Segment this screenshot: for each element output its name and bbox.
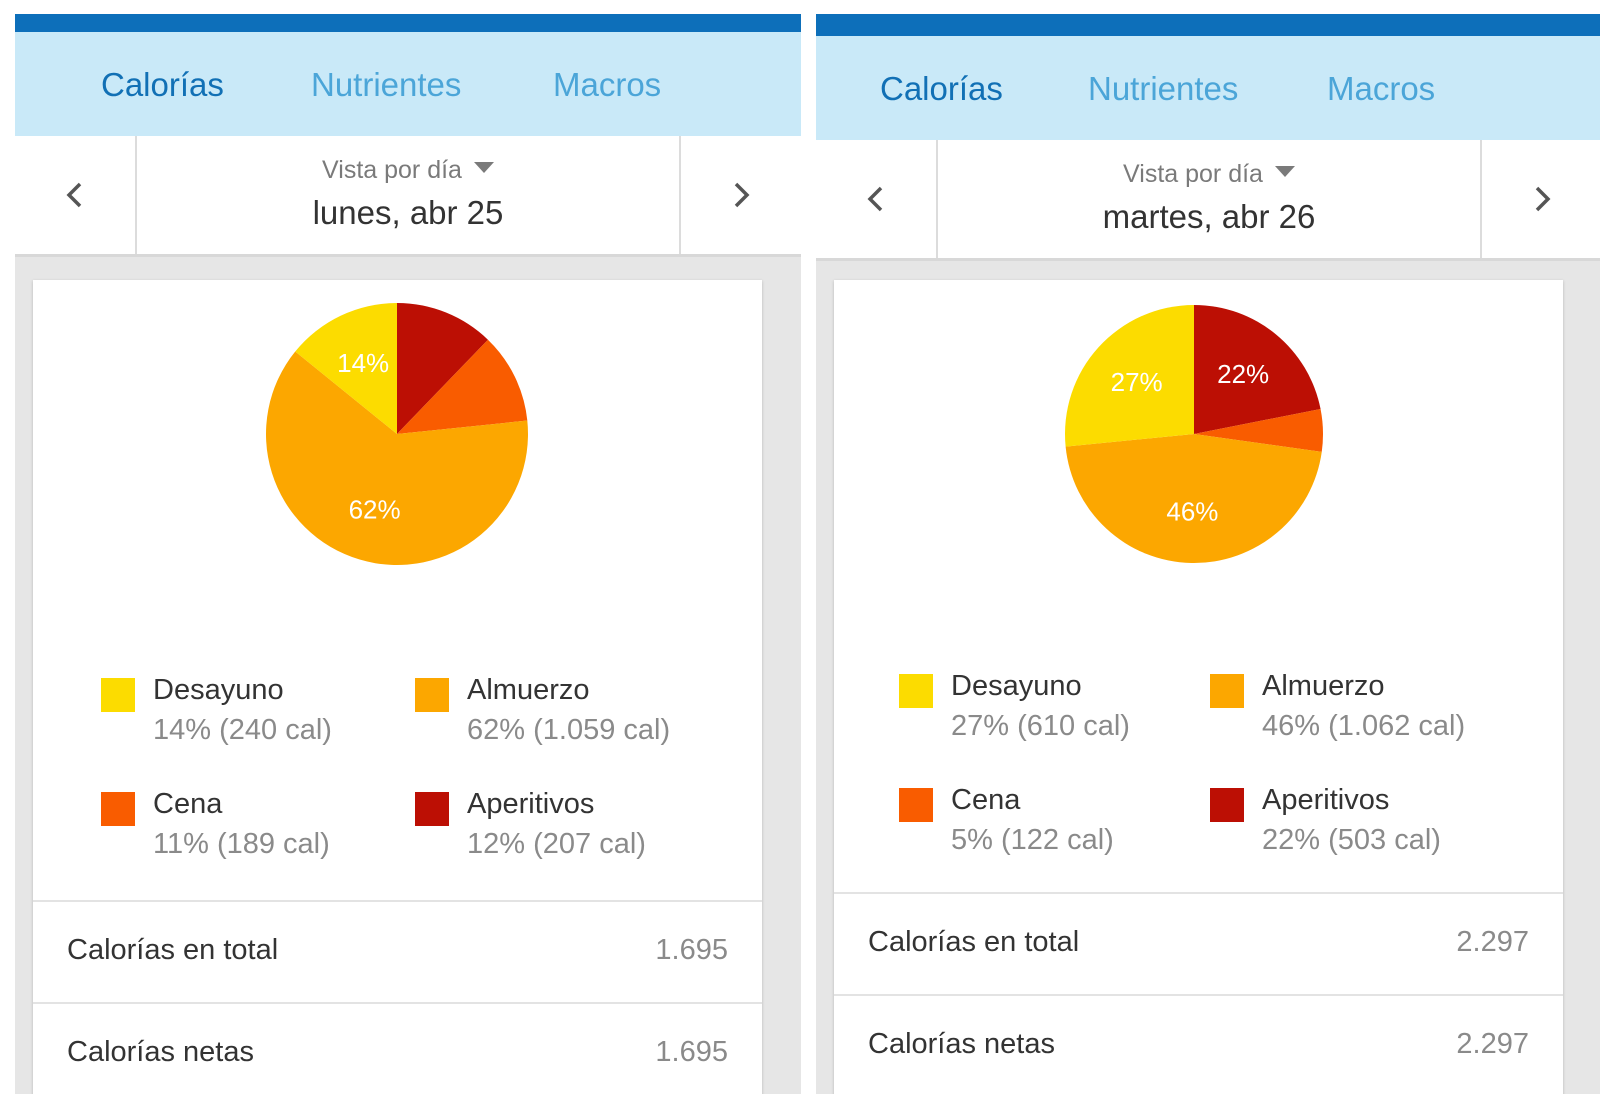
legend-swatch xyxy=(415,792,449,826)
legend-swatch xyxy=(899,788,933,822)
total-calories-value: 1.695 xyxy=(655,934,728,966)
current-date: martes, abr 26 xyxy=(1102,198,1316,235)
view-mode-label: Vista por día xyxy=(322,156,462,184)
tab-calorias[interactable]: Calorías xyxy=(880,70,1003,107)
view-mode-dropdown[interactable]: Vista por día xyxy=(137,156,679,185)
total-calories-row[interactable]: Calorías en total 2.297 xyxy=(834,892,1563,994)
pie-label-desayuno: 14% xyxy=(337,348,389,378)
legend-value: 62% (1.059 cal) xyxy=(467,714,671,746)
app-top-bar xyxy=(15,14,801,32)
legend-value: 12% (207 cal) xyxy=(467,828,646,860)
legend-value: 11% (189 cal) xyxy=(153,828,330,860)
date-navigator: Vista por día martes, abr 26 xyxy=(816,140,1600,261)
next-day-button[interactable] xyxy=(679,136,801,254)
view-mode-dropdown[interactable]: Vista por día xyxy=(938,160,1480,189)
panel-day-1: Calorías Nutrientes Macros Vista por día… xyxy=(15,14,801,1094)
net-calories-row[interactable]: Calorías netas 1.695 xyxy=(33,1002,762,1094)
legend-value: 22% (503 cal) xyxy=(1262,824,1441,856)
pie-label-desayuno: 27% xyxy=(1111,367,1163,397)
net-calories-value: 1.695 xyxy=(655,1036,728,1068)
legend-swatch xyxy=(415,678,449,712)
tab-bar: Calorías Nutrientes Macros xyxy=(15,32,801,136)
legend-name: Desayuno xyxy=(153,674,284,706)
view-mode-label: Vista por día xyxy=(1123,160,1263,188)
pie-slice-aperitivos xyxy=(1194,305,1321,434)
next-day-button[interactable] xyxy=(1480,140,1600,258)
legend-swatch xyxy=(101,792,135,826)
pie-slice-desayuno xyxy=(295,303,397,434)
legend-swatch xyxy=(101,678,135,712)
net-calories-row[interactable]: Calorías netas 2.297 xyxy=(834,994,1563,1094)
pie-slice-cena xyxy=(1194,409,1323,452)
pie-label-almuerzo: 62% xyxy=(349,494,401,524)
legend-swatch xyxy=(1210,674,1244,708)
app-top-bar xyxy=(816,14,1600,36)
tab-nutrientes[interactable]: Nutrientes xyxy=(311,66,462,103)
legend-value: 46% (1.062 cal) xyxy=(1262,710,1466,742)
legend-value: 5% (122 cal) xyxy=(951,824,1114,856)
net-calories-label: Calorías netas xyxy=(868,1028,1055,1060)
chevron-left-icon xyxy=(867,186,883,212)
pie-slice-aperitivos xyxy=(397,303,488,434)
total-calories-row[interactable]: Calorías en total 1.695 xyxy=(33,900,762,1002)
net-calories-value: 2.297 xyxy=(1456,1028,1529,1060)
current-date: lunes, abr 25 xyxy=(312,194,504,231)
legend-name: Cena xyxy=(951,784,1021,816)
pie-label-aperitivos: 22% xyxy=(1217,359,1269,389)
pie-slice-almuerzo xyxy=(266,351,528,565)
legend-swatch xyxy=(899,674,933,708)
tab-calorias[interactable]: Calorías xyxy=(101,66,224,103)
legend-name: Desayuno xyxy=(951,670,1082,702)
previous-day-button[interactable] xyxy=(816,140,938,258)
pie-label-almuerzo: 46% xyxy=(1166,496,1218,526)
tab-macros[interactable]: Macros xyxy=(1327,70,1436,107)
legend-name: Almuerzo xyxy=(467,674,590,706)
caret-down-icon xyxy=(1274,165,1295,177)
date-navigator: Vista por día lunes, abr 25 xyxy=(15,136,801,257)
date-selector[interactable]: Vista por día martes, abr 26 xyxy=(938,140,1480,258)
legend-value: 14% (240 cal) xyxy=(153,714,332,746)
tab-macros[interactable]: Macros xyxy=(553,66,662,103)
date-selector[interactable]: Vista por día lunes, abr 25 xyxy=(137,136,679,254)
legend-swatch xyxy=(1210,788,1244,822)
pie-slice-desayuno xyxy=(1065,305,1194,447)
chevron-left-icon xyxy=(66,182,82,208)
pie-slice-cena xyxy=(397,339,528,434)
legend-name: Aperitivos xyxy=(1262,784,1390,816)
legend-value: 27% (610 cal) xyxy=(951,710,1130,742)
tab-bar: Calorías Nutrientes Macros xyxy=(816,36,1600,140)
calorie-summary-card: 62% 14% Desayuno 14% (240 cal) Almuerzo 6… xyxy=(33,280,762,1094)
calorie-pie-chart: 62% 14% xyxy=(266,303,528,565)
total-calories-label: Calorías en total xyxy=(67,934,279,966)
total-calories-label: Calorías en total xyxy=(868,926,1080,958)
panel-day-2: Calorías Nutrientes Macros Vista por día… xyxy=(816,14,1600,1094)
chevron-right-icon xyxy=(734,182,750,208)
legend-name: Almuerzo xyxy=(1262,670,1385,702)
caret-down-icon xyxy=(473,161,494,173)
calorie-pie-chart: 22% 46% 27% xyxy=(1065,305,1323,564)
pie-slice-almuerzo xyxy=(1065,434,1322,564)
net-calories-label: Calorías netas xyxy=(67,1036,254,1068)
tab-nutrientes[interactable]: Nutrientes xyxy=(1088,70,1239,107)
legend-name: Cena xyxy=(153,788,223,820)
calorie-summary-card: 22% 46% 27% Desayuno 27% (610 cal) Almuerz… xyxy=(834,280,1563,1094)
total-calories-value: 2.297 xyxy=(1456,926,1529,958)
previous-day-button[interactable] xyxy=(15,136,137,254)
legend-name: Aperitivos xyxy=(467,788,595,820)
chevron-right-icon xyxy=(1535,186,1551,212)
